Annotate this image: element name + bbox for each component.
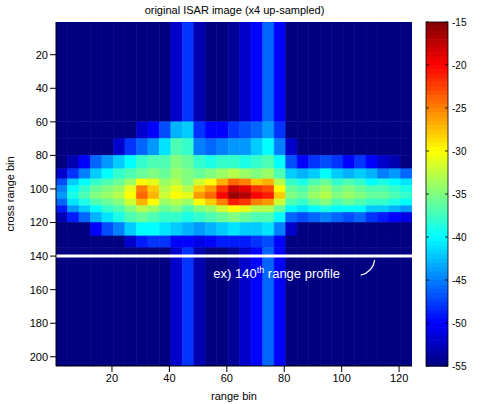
svg-text:-30: -30 [452, 146, 467, 157]
svg-text:-40: -40 [452, 232, 467, 243]
svg-text:ex) 140th range profile: ex) 140th range profile [213, 265, 340, 281]
svg-text:60: 60 [36, 116, 48, 128]
svg-text:20: 20 [36, 49, 48, 61]
svg-text:-55: -55 [452, 361, 467, 372]
svg-text:100: 100 [30, 183, 48, 195]
svg-text:120: 120 [30, 216, 48, 228]
svg-text:range bin: range bin [211, 390, 257, 402]
svg-text:160: 160 [30, 284, 48, 296]
svg-text:80: 80 [278, 372, 290, 384]
svg-text:80: 80 [36, 149, 48, 161]
svg-text:180: 180 [30, 317, 48, 329]
svg-text:-20: -20 [452, 60, 467, 71]
svg-text:-50: -50 [452, 318, 467, 329]
svg-text:-45: -45 [452, 275, 467, 286]
svg-text:-35: -35 [452, 189, 467, 200]
svg-text:100: 100 [332, 372, 350, 384]
svg-text:200: 200 [30, 351, 48, 363]
svg-text:-15: -15 [452, 17, 467, 28]
svg-text:40: 40 [163, 372, 175, 384]
svg-text:140: 140 [30, 250, 48, 262]
svg-text:-25: -25 [452, 103, 467, 114]
svg-text:cross range bin: cross range bin [4, 156, 16, 231]
svg-text:60: 60 [221, 372, 233, 384]
svg-text:20: 20 [106, 372, 118, 384]
svg-text:120: 120 [390, 372, 408, 384]
svg-text:40: 40 [36, 82, 48, 94]
html-text:original ISAR image (x4 up-sam: original ISAR image (x4 up-sampled) [144, 4, 325, 16]
